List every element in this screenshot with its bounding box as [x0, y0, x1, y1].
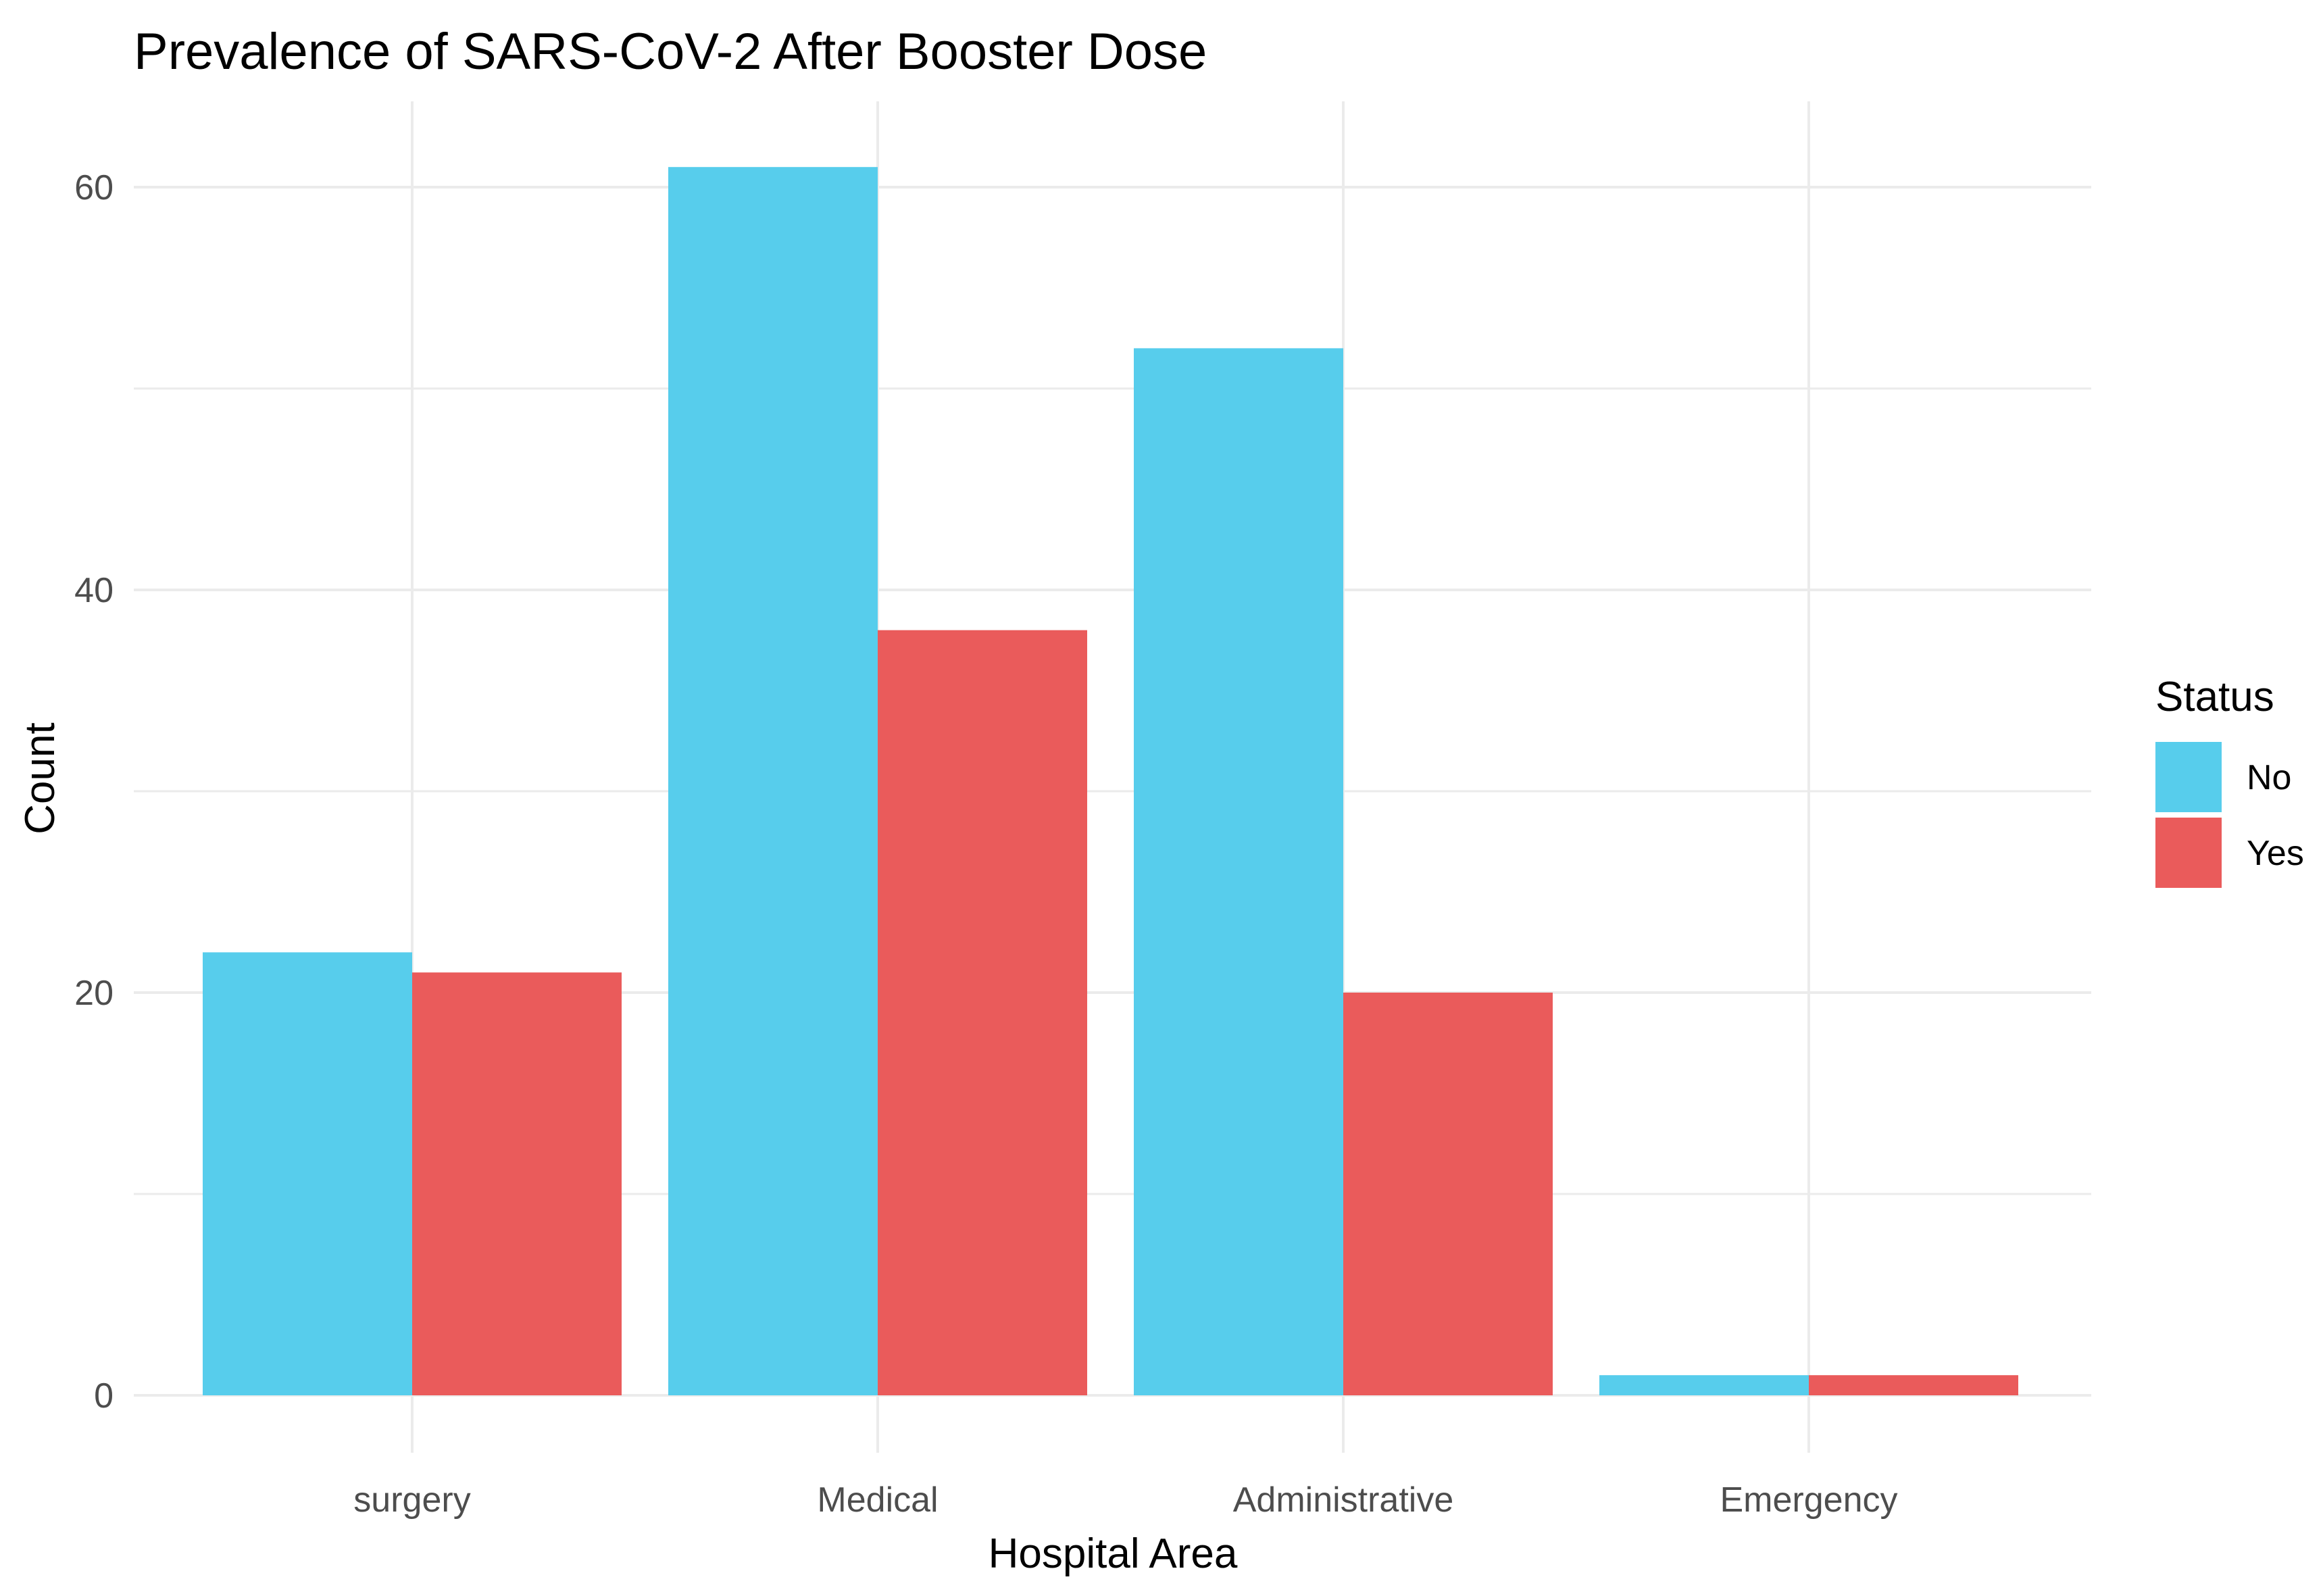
legend-title: Status — [2155, 674, 2274, 720]
bar-emergency-yes — [1809, 1375, 2018, 1395]
x-tick-label: Medical — [817, 1480, 938, 1520]
x-tick-label: surgery — [353, 1480, 470, 1520]
legend: Status No Yes — [2155, 674, 2304, 888]
bar-surgery-no — [203, 952, 412, 1395]
x-axis-title: Hospital Area — [989, 1530, 1238, 1577]
y-tick-label: 20 — [74, 974, 114, 1013]
bars — [203, 167, 2018, 1396]
bar-administrative-yes — [1343, 993, 1553, 1395]
y-axis-ticks: 0 20 40 60 — [74, 168, 114, 1416]
x-tick-label: Emergency — [1720, 1480, 1898, 1520]
bar-emergency-no — [1599, 1375, 1809, 1395]
y-axis-title: Count — [17, 722, 64, 834]
legend-label-no: No — [2247, 758, 2291, 797]
legend-label-yes: Yes — [2247, 834, 2304, 873]
x-axis-ticks: surgery Medical Administrative Emergency — [353, 1480, 1897, 1520]
bar-medical-yes — [878, 630, 1087, 1395]
bar-surgery-yes — [412, 972, 622, 1395]
chart-title: Prevalence of SARS-CoV-2 After Booster D… — [134, 23, 1207, 80]
legend-key-no — [2155, 742, 2222, 812]
x-tick-label: Administrative — [1233, 1480, 1454, 1520]
y-tick-label: 40 — [74, 571, 114, 610]
legend-key-yes — [2155, 818, 2222, 888]
y-tick-label: 60 — [74, 168, 114, 207]
bar-medical-no — [668, 167, 878, 1396]
bar-administrative-no — [1134, 348, 1343, 1395]
y-tick-label: 0 — [94, 1376, 114, 1416]
